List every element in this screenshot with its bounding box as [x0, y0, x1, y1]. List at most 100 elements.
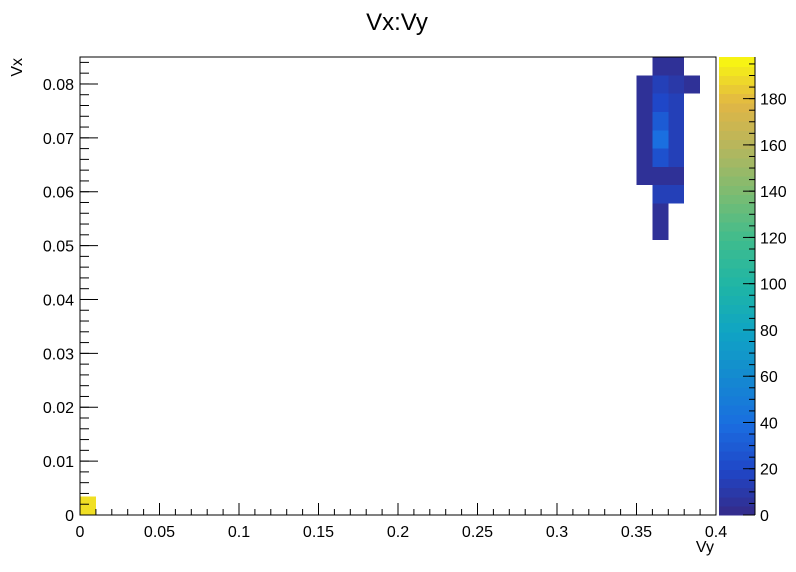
axis-ticks: 0 0.05 0.1 0.15 0.2 0.25 0.3 0.35 0.4 0 0.01 0.02 0.… [43, 61, 727, 541]
palette-band-46 [719, 84, 755, 95]
chart-title: Vx:Vy [366, 9, 428, 36]
palette-band-29 [719, 240, 755, 250]
palette-band-44 [719, 102, 755, 113]
y-tick-label-8: 0.08 [43, 77, 74, 94]
heatmap-cell-17 [636, 93, 653, 112]
palette-tick-label-1: 20 [760, 462, 778, 479]
palette-band-45 [719, 93, 755, 104]
x-tick-label-2: 0.1 [228, 524, 250, 541]
palette-band-39 [719, 148, 755, 159]
y-tick-label-2: 0.02 [43, 400, 74, 417]
palette-tick-label-3: 60 [760, 369, 778, 386]
heatmap-cell-19 [668, 93, 685, 112]
palette-band-37 [719, 166, 755, 177]
color-palette: 0 20 40 60 80 100 120 140 160 180 [719, 57, 787, 525]
palette-band-10 [719, 414, 755, 424]
y-tick-label-5: 0.05 [43, 239, 74, 256]
y-tick-label-4: 0.04 [43, 292, 74, 309]
palette-band-27 [719, 258, 755, 269]
palette-band-38 [719, 157, 755, 168]
heatmap-cell-4 [668, 185, 685, 204]
palette-band-41 [719, 130, 755, 141]
heatmap-cell-1 [652, 221, 669, 241]
heatmap-cell-15 [652, 111, 669, 131]
heatmap-cell-23 [684, 75, 701, 94]
x-tick-label-7: 0.35 [621, 524, 652, 541]
palette-band-11 [719, 405, 755, 415]
palette-band-48 [719, 66, 755, 76]
heatmap-cell-20 [636, 75, 653, 94]
palette-band-43 [719, 111, 755, 122]
palette-band-32 [719, 212, 755, 223]
palette-band-35 [719, 185, 755, 195]
palette-band-9 [719, 423, 755, 434]
palette-tick-label-5: 100 [760, 277, 787, 294]
palette-band-49 [719, 57, 755, 67]
palette-tick-label-4: 80 [760, 323, 778, 340]
x-tick-label-5: 0.25 [462, 524, 493, 541]
palette-band-7 [719, 441, 755, 452]
palette-band-28 [719, 249, 755, 260]
palette-band-26 [719, 267, 755, 278]
palette-band-6 [719, 450, 755, 461]
palette-tick-label-7: 140 [760, 184, 787, 201]
palette-tick-label-9: 180 [760, 92, 787, 109]
x-tick-label-0: 0 [76, 524, 85, 541]
palette-band-42 [719, 121, 755, 131]
palette-tick-label-2: 40 [760, 415, 778, 432]
heatmap-cell-6 [652, 166, 669, 186]
heatmap-cell-14 [636, 111, 653, 131]
y-tick-label-1: 0.01 [43, 454, 74, 471]
palette-band-5 [719, 460, 755, 470]
palette-band-23 [719, 295, 755, 305]
palette-tick-label-8: 160 [760, 138, 787, 155]
x-axis-label: Vy [696, 539, 714, 556]
palette-band-24 [719, 286, 755, 296]
heatmap-cell-2 [652, 203, 669, 222]
palette-band-8 [719, 432, 755, 443]
palette-band-31 [719, 221, 755, 232]
heatmap-cell-10 [668, 148, 685, 167]
palette-band-0 [719, 505, 755, 516]
palette-band-33 [719, 203, 755, 214]
palette-band-17 [719, 350, 755, 360]
palette-band-13 [719, 386, 755, 397]
palette-band-25 [719, 276, 755, 287]
heatmap-cell-9 [652, 148, 669, 167]
palette-band-20 [719, 322, 755, 333]
heatmap-cell-18 [652, 93, 669, 112]
x-tick-label-4: 0.2 [387, 524, 409, 541]
palette-band-47 [719, 75, 755, 86]
heatmap-cell-24 [652, 57, 669, 76]
palette-band-34 [719, 194, 755, 205]
y-axis-label: Vx [9, 58, 26, 77]
palette-band-19 [719, 331, 755, 342]
palette-band-36 [719, 176, 755, 186]
y-tick-label-3: 0.03 [43, 346, 74, 363]
heatmap-cell-12 [652, 130, 669, 149]
palette-band-30 [719, 231, 755, 241]
palette-band-4 [719, 469, 755, 479]
palette-band-16 [719, 359, 755, 370]
heatmap-cell-3 [652, 185, 669, 204]
heatmap-cell-13 [668, 130, 685, 149]
palette-band-1 [719, 496, 755, 507]
palette-band-21 [719, 313, 755, 324]
palette-band-12 [719, 395, 755, 406]
heatmap-cell-22 [668, 75, 685, 94]
heatmap-cell-8 [636, 148, 653, 167]
palette-band-3 [719, 478, 755, 489]
palette-band-2 [719, 487, 755, 498]
heatmap-cell-25 [668, 57, 685, 76]
y-tick-label-0: 0 [65, 508, 74, 525]
heatmap-cell-11 [636, 130, 653, 149]
x-tick-label-3: 0.15 [303, 524, 334, 541]
palette-band-14 [719, 377, 755, 388]
palette-band-18 [719, 340, 755, 351]
heatmap-cell-7 [668, 166, 685, 186]
x-tick-label-8: 0.4 [705, 524, 727, 541]
plot-frame [79, 56, 717, 516]
palette-tick-label-6: 120 [760, 230, 787, 247]
heatmap-cells [80, 57, 701, 515]
